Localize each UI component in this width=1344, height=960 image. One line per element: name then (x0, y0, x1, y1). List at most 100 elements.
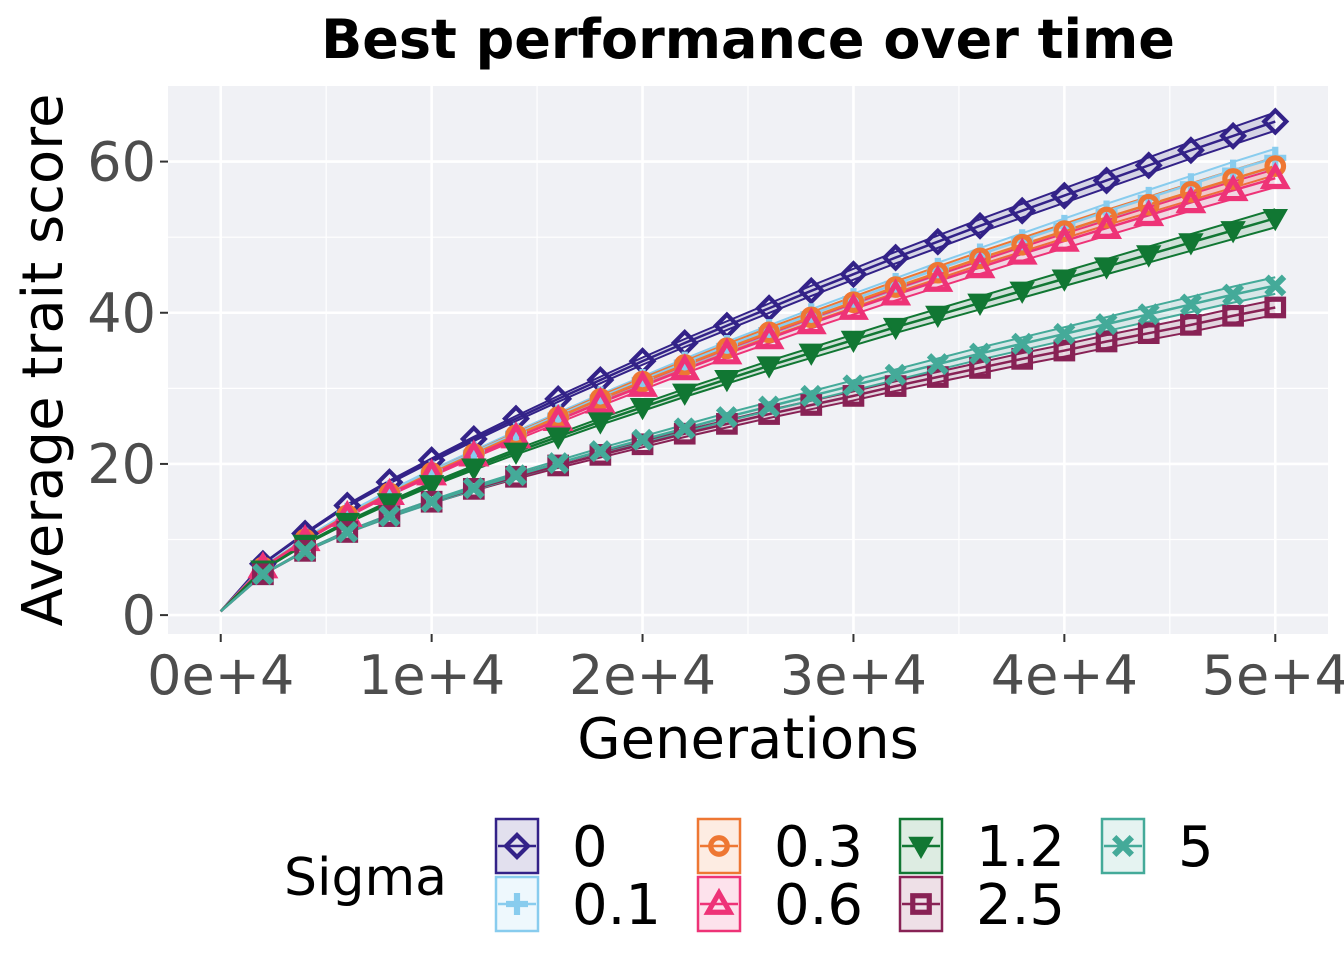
legend-label: 2.5 (976, 873, 1065, 938)
data-point-5 (1264, 274, 1287, 297)
legend-label: 0.3 (774, 815, 863, 880)
data-point-0.6 (1091, 211, 1123, 239)
legend-key-2.5: 2.5 (898, 873, 1065, 938)
data-point-0.6 (1259, 161, 1291, 190)
y-axis-title: Average trait score (11, 94, 76, 627)
x-tick-label: 2e+4 (569, 644, 716, 707)
data-point-5 (589, 440, 612, 463)
data-point-1.2 (1262, 209, 1288, 232)
data-point-1.2 (629, 397, 656, 421)
series-band-0 (220, 112, 1276, 612)
data-point-2.5 (1137, 322, 1160, 345)
data-point-0.6 (964, 251, 996, 279)
data-point-2.5 (969, 357, 991, 379)
data-point-5 (1137, 303, 1160, 326)
data-point-5 (462, 477, 485, 500)
data-point-2.5 (589, 444, 612, 466)
data-point-1.2 (1093, 257, 1120, 280)
legend: Sigma 00.1 0.30.6 1.22.5 5 (284, 815, 1214, 938)
data-point-0.3 (926, 261, 949, 284)
legend-label: 0.6 (774, 873, 863, 938)
data-point-0.6 (922, 264, 954, 292)
data-point-1.2 (461, 458, 487, 481)
data-point-1.2 (376, 493, 403, 516)
data-point-0 (1134, 151, 1163, 180)
legend-marker (703, 887, 735, 915)
data-point-2.5 (336, 521, 359, 543)
data-point-0.6 (1133, 199, 1165, 227)
data-point-5 (969, 342, 991, 365)
legend-marker (910, 893, 932, 915)
data-point-0.6 (837, 292, 869, 320)
data-point-0 (881, 243, 910, 272)
y-tick-label: 0 (122, 584, 156, 647)
series-band-0.6 (220, 169, 1276, 612)
data-point-1.2 (967, 293, 993, 316)
x-tick-label: 3e+4 (780, 644, 927, 707)
data-point-2.5 (294, 540, 316, 562)
data-point-0.3 (1011, 233, 1034, 256)
data-point-0.6 (627, 369, 659, 397)
data-point-0.6 (584, 386, 616, 414)
data-point-0 (797, 276, 826, 305)
data-point-5 (842, 374, 865, 397)
data-point-0.3 (1137, 193, 1160, 216)
data-point-0.6 (1217, 174, 1249, 202)
legend-key-0.3: 0.3 (696, 815, 863, 880)
legend-key-0.6: 0.6 (696, 873, 863, 938)
data-point-5 (336, 520, 359, 543)
data-point-1.2 (840, 330, 867, 353)
data-point-0.3 (1264, 155, 1287, 177)
series-band-5 (220, 277, 1276, 612)
data-point-0 (1219, 121, 1248, 150)
data-point-2.5 (1011, 348, 1034, 370)
series-markers (247, 107, 1291, 586)
legend-marker (908, 836, 934, 860)
data-point-2.5 (1095, 330, 1118, 353)
legend-key-5: 5 (1100, 815, 1214, 880)
data-point-0.6 (669, 353, 701, 381)
data-point-2.5 (926, 366, 949, 388)
data-point-0.6 (711, 337, 743, 365)
legend-key-1.2: 1.2 (898, 815, 1065, 880)
data-point-0 (966, 211, 994, 240)
data-point-0.3 (969, 247, 991, 270)
series-band-0.1 (220, 148, 1276, 612)
data-point-0.6 (1175, 186, 1207, 214)
data-point-0 (1176, 136, 1205, 165)
data-point-0 (1092, 166, 1121, 195)
data-point-0 (1050, 181, 1079, 210)
data-point-2.5 (462, 478, 485, 500)
data-point-5 (378, 505, 401, 528)
data-point-5 (800, 384, 823, 407)
data-point-2.5 (505, 465, 527, 488)
data-point-0.6 (1048, 224, 1080, 252)
legend-label: 1.2 (976, 815, 1065, 880)
data-point-0.3 (1095, 206, 1118, 229)
data-point-1.2 (418, 475, 445, 498)
axis-ticks: 0e+4 1e+4 2e+4 3e+4 4e+4 5e+4 0 20 40 60 (87, 131, 1344, 707)
data-point-5 (1222, 283, 1245, 306)
data-point-1.2 (882, 317, 909, 341)
data-point-5 (926, 353, 949, 376)
data-point-0.6 (795, 307, 827, 335)
data-point-1.2 (672, 383, 698, 406)
legend-title: Sigma (284, 848, 447, 908)
data-point-5 (884, 363, 907, 386)
chart-title: Best performance over time (321, 8, 1175, 71)
data-point-5 (505, 464, 527, 487)
data-point-1.2 (1009, 281, 1035, 304)
data-point-1.2 (756, 356, 782, 379)
legend-marker (708, 835, 730, 857)
data-point-5 (420, 490, 443, 513)
data-point-2.5 (547, 454, 570, 477)
y-tick-label: 60 (87, 131, 156, 194)
data-point-1.2 (1178, 233, 1204, 256)
x-axis-title: Generations (577, 707, 919, 772)
data-point-2.5 (1264, 296, 1287, 319)
series-band-0.3 (220, 157, 1276, 612)
data-point-0 (839, 260, 868, 289)
data-point-5 (758, 395, 781, 418)
legend-marker (503, 832, 531, 860)
